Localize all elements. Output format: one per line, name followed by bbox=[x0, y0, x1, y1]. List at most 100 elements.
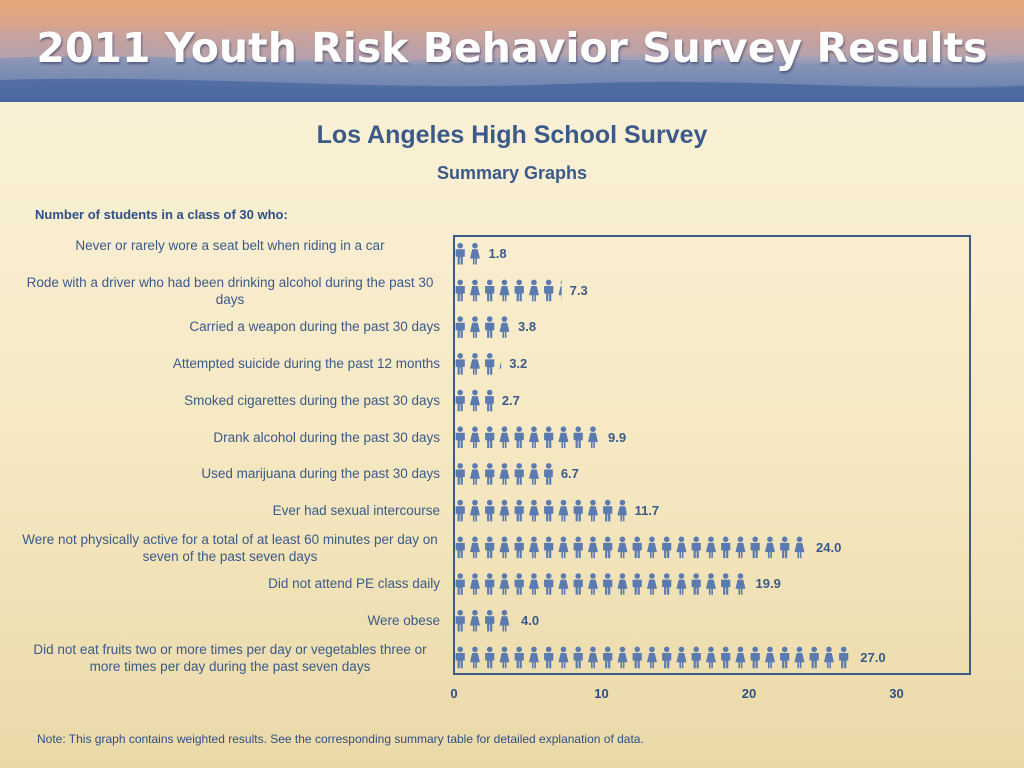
banner: 2011 Youth Risk Behavior Survey Results bbox=[0, 0, 1024, 102]
person-icon bbox=[455, 242, 465, 265]
person-icon bbox=[691, 646, 701, 669]
person-icon bbox=[455, 536, 465, 559]
person-icon bbox=[528, 499, 539, 522]
person-icon bbox=[469, 609, 480, 632]
person-icon bbox=[573, 573, 583, 595]
page-title: Los Angeles High School Survey bbox=[316, 121, 708, 149]
person-icon bbox=[528, 646, 539, 669]
category-label: Rode with a driver who had been drinking… bbox=[26, 274, 434, 307]
person-icon bbox=[469, 316, 480, 338]
person-icon bbox=[499, 279, 510, 302]
person-icon bbox=[573, 646, 583, 669]
person-icon bbox=[735, 646, 746, 669]
person-icon bbox=[558, 536, 569, 559]
person-icon bbox=[544, 573, 554, 595]
person-icon bbox=[632, 573, 642, 595]
bar bbox=[455, 463, 553, 485]
person-icon bbox=[455, 499, 465, 522]
person-icon bbox=[705, 536, 716, 559]
person-icon bbox=[750, 646, 760, 669]
person-icon bbox=[735, 573, 746, 595]
person-icon bbox=[573, 536, 583, 559]
person-icon bbox=[469, 389, 480, 412]
person-icon bbox=[499, 609, 510, 632]
person-icon bbox=[794, 536, 805, 559]
person-icon bbox=[514, 279, 524, 302]
person-icon bbox=[469, 242, 480, 265]
person-icon bbox=[794, 646, 805, 669]
person-icon bbox=[780, 646, 790, 669]
person-icon bbox=[514, 646, 524, 669]
bar bbox=[455, 279, 562, 302]
person-icon bbox=[676, 646, 687, 669]
person-icon bbox=[514, 426, 524, 448]
person-icon bbox=[499, 463, 510, 485]
person-icon bbox=[528, 279, 539, 302]
category-label: Attempted suicide during the past 12 mon… bbox=[172, 356, 440, 372]
person-icon bbox=[469, 499, 480, 522]
person-icon bbox=[485, 279, 495, 302]
person-icon bbox=[485, 536, 495, 559]
person-icon bbox=[514, 463, 524, 485]
person-icon bbox=[587, 536, 598, 559]
banner-title: 2011 Youth Risk Behavior Survey Results bbox=[36, 24, 988, 72]
person-icon bbox=[485, 316, 495, 338]
person-icon bbox=[691, 536, 701, 559]
bar bbox=[455, 573, 746, 595]
person-icon bbox=[839, 646, 849, 669]
person-icon bbox=[499, 361, 502, 369]
person-icon bbox=[750, 536, 760, 559]
person-icon bbox=[469, 646, 480, 669]
person-icon bbox=[603, 499, 613, 522]
person-icon bbox=[499, 536, 510, 559]
person-icon bbox=[587, 573, 598, 595]
category-label: Did not eat fruits two or more times per… bbox=[33, 641, 427, 674]
value-label: 9.9 bbox=[608, 429, 627, 445]
person-icon bbox=[485, 499, 495, 522]
bar bbox=[455, 646, 849, 669]
person-icon bbox=[455, 389, 465, 412]
category-label: Drank alcohol during the past 30 days bbox=[213, 429, 440, 445]
person-icon bbox=[469, 426, 480, 448]
person-icon bbox=[499, 426, 510, 448]
person-icon bbox=[514, 536, 524, 559]
x-tick-label: 20 bbox=[741, 686, 757, 701]
person-icon bbox=[514, 499, 524, 522]
bar bbox=[455, 242, 480, 265]
person-icon bbox=[469, 353, 480, 375]
person-icon bbox=[587, 646, 598, 669]
person-icon bbox=[617, 646, 628, 669]
value-label: 4.0 bbox=[521, 613, 540, 628]
person-icon bbox=[544, 279, 554, 302]
value-label: 3.8 bbox=[518, 319, 537, 335]
person-icon bbox=[499, 316, 510, 338]
person-icon bbox=[646, 536, 657, 559]
person-icon bbox=[499, 499, 510, 522]
person-icon bbox=[705, 573, 716, 595]
footnote: Note: This graph contains weighted resul… bbox=[37, 732, 644, 746]
person-icon bbox=[469, 279, 480, 302]
category-label: Ever had sexual intercourse bbox=[272, 502, 440, 518]
value-label: 11.7 bbox=[634, 502, 660, 518]
person-icon bbox=[528, 426, 539, 448]
person-icon bbox=[485, 389, 494, 412]
x-tick-label: 0 bbox=[450, 686, 458, 701]
person-icon bbox=[499, 573, 510, 595]
person-icon bbox=[455, 463, 465, 485]
person-icon bbox=[735, 536, 746, 559]
person-icon bbox=[455, 609, 465, 632]
person-icon bbox=[544, 499, 554, 522]
category-label: Did not attend PE class daily bbox=[268, 576, 440, 592]
person-icon bbox=[485, 573, 495, 595]
person-icon bbox=[721, 536, 731, 559]
person-icon bbox=[485, 426, 495, 448]
value-label: 2.7 bbox=[501, 392, 520, 408]
bar bbox=[455, 316, 510, 338]
person-icon bbox=[721, 646, 731, 669]
bar bbox=[455, 609, 510, 632]
person-icon bbox=[544, 536, 554, 559]
person-icon bbox=[617, 536, 628, 559]
person-icon bbox=[485, 609, 495, 632]
person-icon bbox=[528, 536, 539, 559]
person-icon bbox=[455, 573, 465, 595]
